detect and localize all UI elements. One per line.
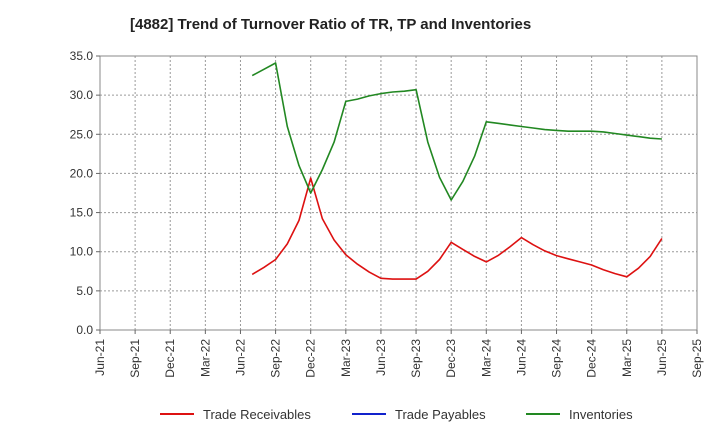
x-tick-label: Jun-24 xyxy=(514,339,528,376)
legend-label-trade-receivables: Trade Receivables xyxy=(203,407,311,422)
x-tick-label: Dec-22 xyxy=(304,339,318,378)
chart-title: [4882] Trend of Turnover Ratio of TR, TP… xyxy=(130,16,532,33)
legend: Trade Receivables Trade Payables Inventori… xyxy=(160,407,633,422)
series-layer xyxy=(251,62,663,280)
y-tick-label: 20.0 xyxy=(70,166,94,180)
x-tick-label: Dec-21 xyxy=(163,339,177,378)
x-tick-label: Jun-21 xyxy=(93,339,107,376)
y-tick-label: 25.0 xyxy=(70,127,94,141)
x-axis-ticks: Jun-21 Sep-21 Dec-21 Mar-22 Jun-22 Sep-22 Dec-… xyxy=(93,330,704,378)
y-tick-label: 35.0 xyxy=(70,49,94,63)
x-tick-label: Dec-23 xyxy=(444,339,458,378)
x-tick-label: Mar-22 xyxy=(198,339,212,377)
y-tick-label: 5.0 xyxy=(76,284,93,298)
plot-area xyxy=(100,56,697,330)
series-line-trade-receivables xyxy=(251,177,663,280)
x-tick-label: Sep-22 xyxy=(269,339,283,378)
legend-label-inventories: Inventories xyxy=(569,407,633,422)
x-tick-label: Jun-22 xyxy=(233,339,247,376)
plot-frame xyxy=(99,55,698,331)
x-tick-label: Mar-25 xyxy=(620,339,634,377)
y-tick-label: 10.0 xyxy=(70,245,94,259)
y-tick-label: 15.0 xyxy=(70,206,94,220)
x-tick-label: Mar-24 xyxy=(479,339,493,377)
x-tick-label: Jun-25 xyxy=(655,339,669,376)
x-tick-label: Mar-23 xyxy=(339,339,353,377)
x-tick-label: Sep-24 xyxy=(550,339,564,378)
y-tick-label: 30.0 xyxy=(70,88,94,102)
x-tick-label: Jun-23 xyxy=(374,339,388,376)
x-tick-label: Sep-21 xyxy=(128,339,142,378)
series-line-inventories xyxy=(251,62,662,201)
y-axis-ticks: 0.0 5.0 10.0 15.0 20.0 25.0 30.0 35.0 xyxy=(70,49,100,337)
x-tick-label: Sep-25 xyxy=(690,339,704,378)
x-tick-label: Sep-23 xyxy=(409,339,423,378)
legend-label-trade-payables: Trade Payables xyxy=(395,407,486,422)
y-tick-label: 0.0 xyxy=(76,323,93,337)
x-tick-label: Dec-24 xyxy=(585,339,599,378)
